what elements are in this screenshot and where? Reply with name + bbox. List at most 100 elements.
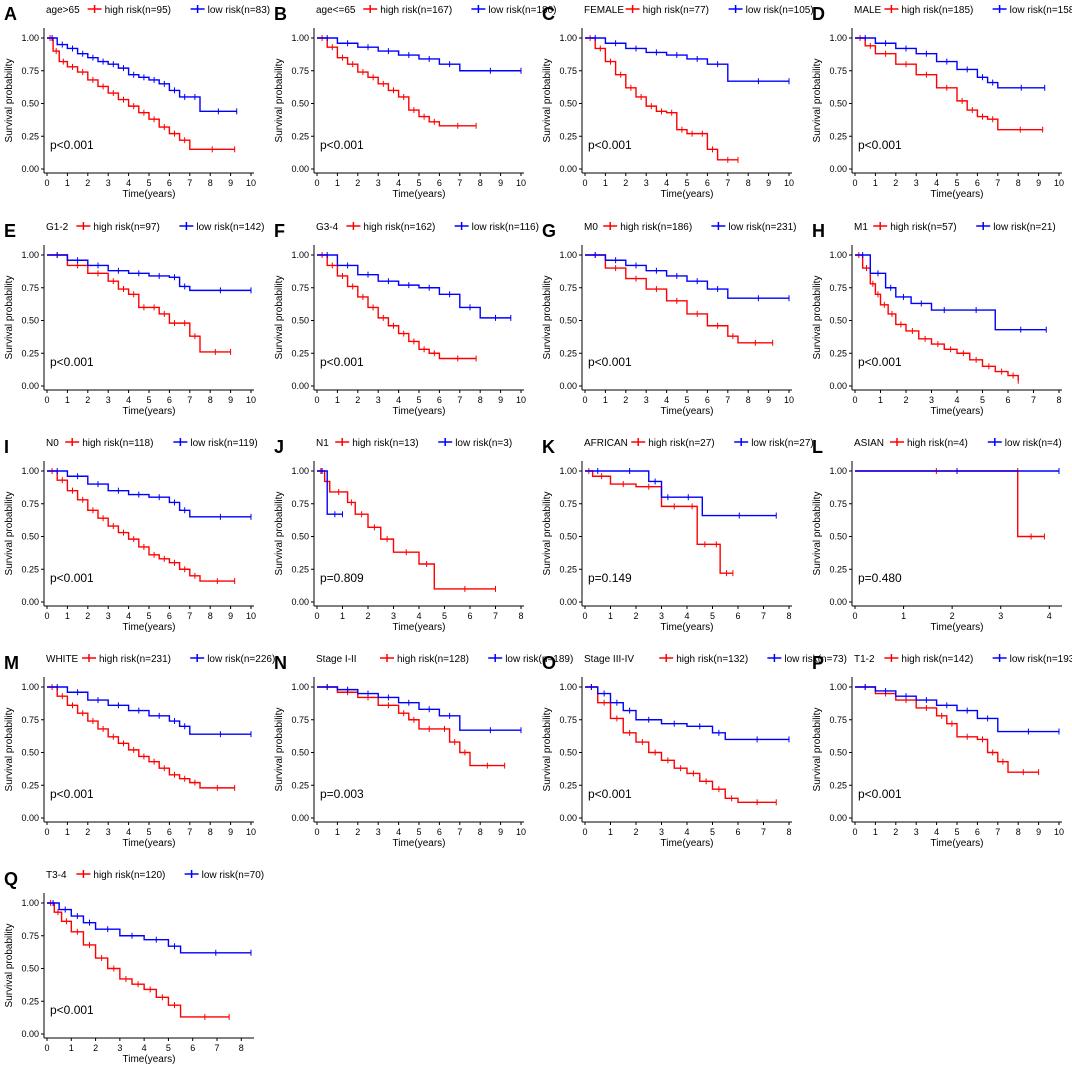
x-tick-label: 3 [391, 611, 396, 621]
x-axis-title: Time(years) [123, 406, 176, 417]
x-tick-label: 6 [735, 611, 740, 621]
x-tick-label: 1 [69, 1043, 74, 1053]
y-tick-label: 0.75 [829, 715, 847, 725]
panel-F: F G3-4 high risk(n=162) low risk(n=116) 0.00… [274, 221, 539, 417]
y-axis-title: Survival probability [4, 924, 15, 1008]
x-tick-label: 3 [106, 178, 111, 188]
x-axis-title: Time(years) [123, 838, 176, 849]
x-tick-label: 9 [228, 611, 233, 621]
x-tick-label: 6 [735, 827, 740, 837]
y-tick-label: 0.50 [291, 99, 309, 109]
p-value: p<0.001 [50, 571, 94, 585]
series-high-curve [855, 37, 1043, 131]
legend-title: AFRICAN [584, 438, 628, 449]
y-tick-label: 0.00 [21, 1029, 39, 1039]
x-tick-label: 1 [608, 611, 613, 621]
legend-title: M1 [854, 222, 868, 233]
series-high-curve [47, 254, 231, 353]
x-tick-label: 4 [1047, 611, 1052, 621]
panel-letter: J [274, 437, 284, 457]
legend-label-high: high risk(n=97) [93, 222, 159, 233]
x-tick-label: 1 [340, 611, 345, 621]
panel-M: M WHITE high risk(n=231) low risk(n=226) 0.0… [4, 653, 275, 849]
legend-title: G1-2 [46, 222, 69, 233]
panel-letter: K [542, 437, 555, 457]
x-tick-label: 1 [878, 395, 883, 405]
x-tick-label: 4 [664, 178, 669, 188]
series-low-curve [585, 686, 789, 741]
x-tick-label: 7 [1031, 395, 1036, 405]
x-tick-label: 10 [246, 178, 256, 188]
x-axis-title: Time(years) [931, 838, 984, 849]
x-tick-label: 4 [954, 395, 959, 405]
x-axis-title: Time(years) [661, 622, 714, 633]
y-tick-label: 0.75 [559, 715, 577, 725]
legend-label-high: high risk(n=118) [82, 438, 153, 449]
x-tick-label: 3 [644, 395, 649, 405]
x-tick-label: 2 [903, 395, 908, 405]
panel-letter: O [542, 653, 556, 673]
legend-title: FEMALE [584, 5, 624, 16]
x-tick-label: 6 [705, 395, 710, 405]
legend-label-low: low risk(n=158) [1010, 5, 1072, 16]
y-tick-label: 1.00 [291, 682, 309, 692]
panel-J: J N1 high risk(n=13) low risk(n=3) 0.00 0.25 0… [274, 437, 524, 633]
y-tick-label: 0.50 [559, 316, 577, 326]
series-high-curve [855, 686, 1039, 773]
legend-label-high: high risk(n=120) [93, 870, 165, 881]
x-tick-label: 6 [167, 395, 172, 405]
x-tick-label: 6 [167, 178, 172, 188]
x-tick-label: 5 [146, 395, 151, 405]
y-tick-label: 0.75 [291, 66, 309, 76]
legend-label-high: high risk(n=57) [890, 222, 956, 233]
legend-label-high: high risk(n=13) [352, 438, 418, 449]
p-value: p<0.001 [50, 1003, 94, 1017]
y-tick-label: 0.25 [21, 780, 39, 790]
panel-L: L ASIAN high risk(n=4) low risk(n=4) 0.00 0.2… [812, 437, 1062, 633]
legend-label-high: high risk(n=77) [643, 5, 709, 16]
x-tick-label: 8 [1016, 827, 1021, 837]
y-tick-label: 0.50 [829, 316, 847, 326]
x-tick-label: 0 [44, 1043, 49, 1053]
legend-label-low: low risk(n=21) [993, 222, 1056, 233]
y-tick-label: 0.25 [21, 131, 39, 141]
x-tick-label: 3 [659, 827, 664, 837]
series-high-curve [47, 902, 230, 1018]
p-value: p<0.001 [588, 138, 632, 152]
y-tick-label: 0.50 [559, 532, 577, 542]
x-tick-label: 3 [914, 178, 919, 188]
panel-K: K AFRICAN high risk(n=27) low risk(n=27) 0.0… [542, 437, 814, 633]
x-tick-label: 10 [246, 611, 256, 621]
panel-letter: I [4, 437, 9, 457]
x-tick-label: 7 [187, 178, 192, 188]
series-high-curve [585, 470, 733, 574]
series-high-curve [47, 37, 235, 151]
x-axis-title: Time(years) [123, 622, 176, 633]
x-tick-label: 8 [208, 827, 213, 837]
x-tick-label: 7 [761, 611, 766, 621]
y-tick-label: 0.25 [559, 131, 577, 141]
x-tick-label: 5 [146, 827, 151, 837]
x-tick-label: 4 [126, 827, 131, 837]
x-tick-label: 0 [314, 178, 319, 188]
panel-letter: D [812, 4, 825, 24]
x-tick-label: 2 [623, 178, 628, 188]
y-tick-label: 1.00 [21, 898, 39, 908]
y-tick-label: 0.25 [559, 564, 577, 574]
x-tick-label: 4 [684, 827, 689, 837]
x-tick-label: 2 [355, 827, 360, 837]
x-tick-label: 8 [239, 1043, 244, 1053]
x-tick-label: 10 [1054, 827, 1064, 837]
panel-letter: N [274, 653, 287, 673]
panel-letter: Q [4, 869, 18, 889]
x-tick-label: 7 [995, 178, 1000, 188]
p-value: p<0.001 [320, 355, 364, 369]
y-tick-label: 0.00 [829, 164, 847, 174]
x-axis-title: Time(years) [393, 189, 446, 200]
y-tick-label: 0.00 [829, 597, 847, 607]
y-tick-label: 1.00 [829, 682, 847, 692]
x-tick-label: 3 [117, 1043, 122, 1053]
x-tick-label: 4 [142, 1043, 147, 1053]
y-tick-label: 0.50 [291, 316, 309, 326]
